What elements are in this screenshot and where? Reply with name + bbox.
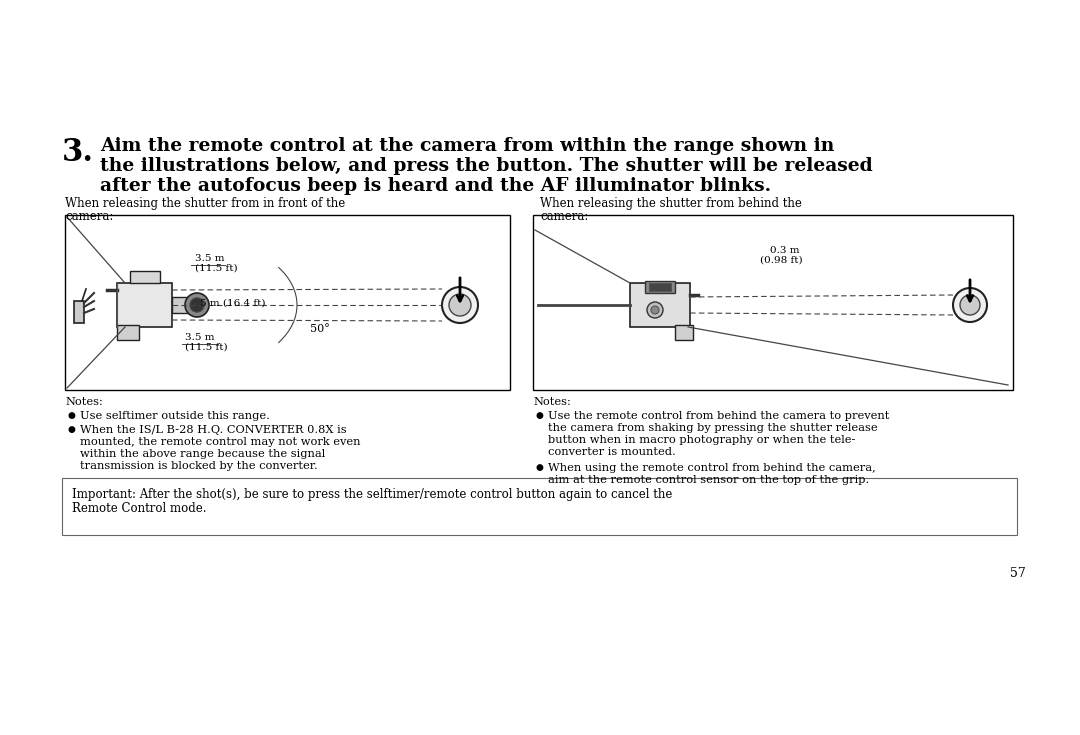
- Text: When releasing the shutter from behind the: When releasing the shutter from behind t…: [540, 197, 801, 210]
- Text: Remote Control mode.: Remote Control mode.: [72, 502, 206, 515]
- Text: 50°: 50°: [310, 324, 329, 334]
- Text: within the above range because the signal: within the above range because the signa…: [80, 449, 325, 459]
- Text: 3.5 m: 3.5 m: [195, 254, 225, 263]
- Text: ●: ●: [68, 411, 76, 420]
- Circle shape: [651, 306, 659, 314]
- Text: When the IS/L B-28 H.Q. CONVERTER 0.8X is: When the IS/L B-28 H.Q. CONVERTER 0.8X i…: [80, 425, 347, 435]
- Text: mounted, the remote control may not work even: mounted, the remote control may not work…: [80, 437, 361, 447]
- Bar: [117, 283, 172, 327]
- Bar: [630, 283, 690, 327]
- Bar: [534, 215, 1013, 390]
- Text: Use the remote control from behind the camera to prevent: Use the remote control from behind the c…: [548, 411, 889, 421]
- Text: after the autofocus beep is heard and the AF illuminator blinks.: after the autofocus beep is heard and th…: [100, 177, 771, 195]
- Text: When using the remote control from behind the camera,: When using the remote control from behin…: [548, 463, 876, 473]
- Text: camera:: camera:: [540, 210, 589, 223]
- Bar: [645, 281, 675, 293]
- Bar: [62, 478, 1017, 535]
- Bar: [649, 283, 671, 291]
- Circle shape: [190, 298, 204, 312]
- Text: aim at the remote control sensor on the top of the grip.: aim at the remote control sensor on the …: [548, 475, 869, 485]
- Circle shape: [449, 294, 471, 316]
- Bar: [675, 325, 693, 340]
- Text: Use selftimer outside this range.: Use selftimer outside this range.: [80, 411, 270, 421]
- Circle shape: [953, 288, 987, 322]
- Text: (11.5 ft): (11.5 ft): [185, 343, 228, 352]
- Text: 57: 57: [1010, 567, 1026, 580]
- Circle shape: [442, 287, 478, 323]
- Text: ●: ●: [536, 411, 544, 420]
- Bar: [172, 297, 197, 313]
- Text: button when in macro photography or when the tele-: button when in macro photography or when…: [548, 435, 855, 445]
- Text: 0.3 m: 0.3 m: [770, 246, 799, 255]
- Text: 3.5 m: 3.5 m: [185, 333, 215, 342]
- Text: Notes:: Notes:: [534, 397, 570, 407]
- Circle shape: [647, 302, 663, 318]
- Circle shape: [960, 295, 980, 315]
- Text: When releasing the shutter from in front of the: When releasing the shutter from in front…: [65, 197, 346, 210]
- Text: ●: ●: [68, 425, 76, 434]
- Text: transmission is blocked by the converter.: transmission is blocked by the converter…: [80, 461, 318, 471]
- Text: camera:: camera:: [65, 210, 113, 223]
- Text: ●: ●: [536, 463, 544, 472]
- Text: Important: After the shot(s), be sure to press the selftimer/remote control butt: Important: After the shot(s), be sure to…: [72, 488, 673, 501]
- Bar: [65, 215, 510, 390]
- Circle shape: [185, 293, 210, 317]
- Bar: [117, 325, 139, 340]
- Bar: [130, 271, 160, 283]
- Text: Notes:: Notes:: [65, 397, 103, 407]
- Bar: [75, 301, 84, 323]
- Text: the camera from shaking by pressing the shutter release: the camera from shaking by pressing the …: [548, 423, 878, 433]
- Text: converter is mounted.: converter is mounted.: [548, 447, 676, 457]
- Text: (0.98 ft): (0.98 ft): [760, 256, 802, 265]
- Text: 3.: 3.: [62, 137, 94, 168]
- Text: (11.5 ft): (11.5 ft): [195, 264, 238, 273]
- Text: Aim the remote control at the camera from within the range shown in: Aim the remote control at the camera fro…: [100, 137, 835, 155]
- Text: the illustrations below, and press the button. The shutter will be released: the illustrations below, and press the b…: [100, 157, 873, 175]
- Text: 5 m (16.4 ft): 5 m (16.4 ft): [200, 298, 266, 307]
